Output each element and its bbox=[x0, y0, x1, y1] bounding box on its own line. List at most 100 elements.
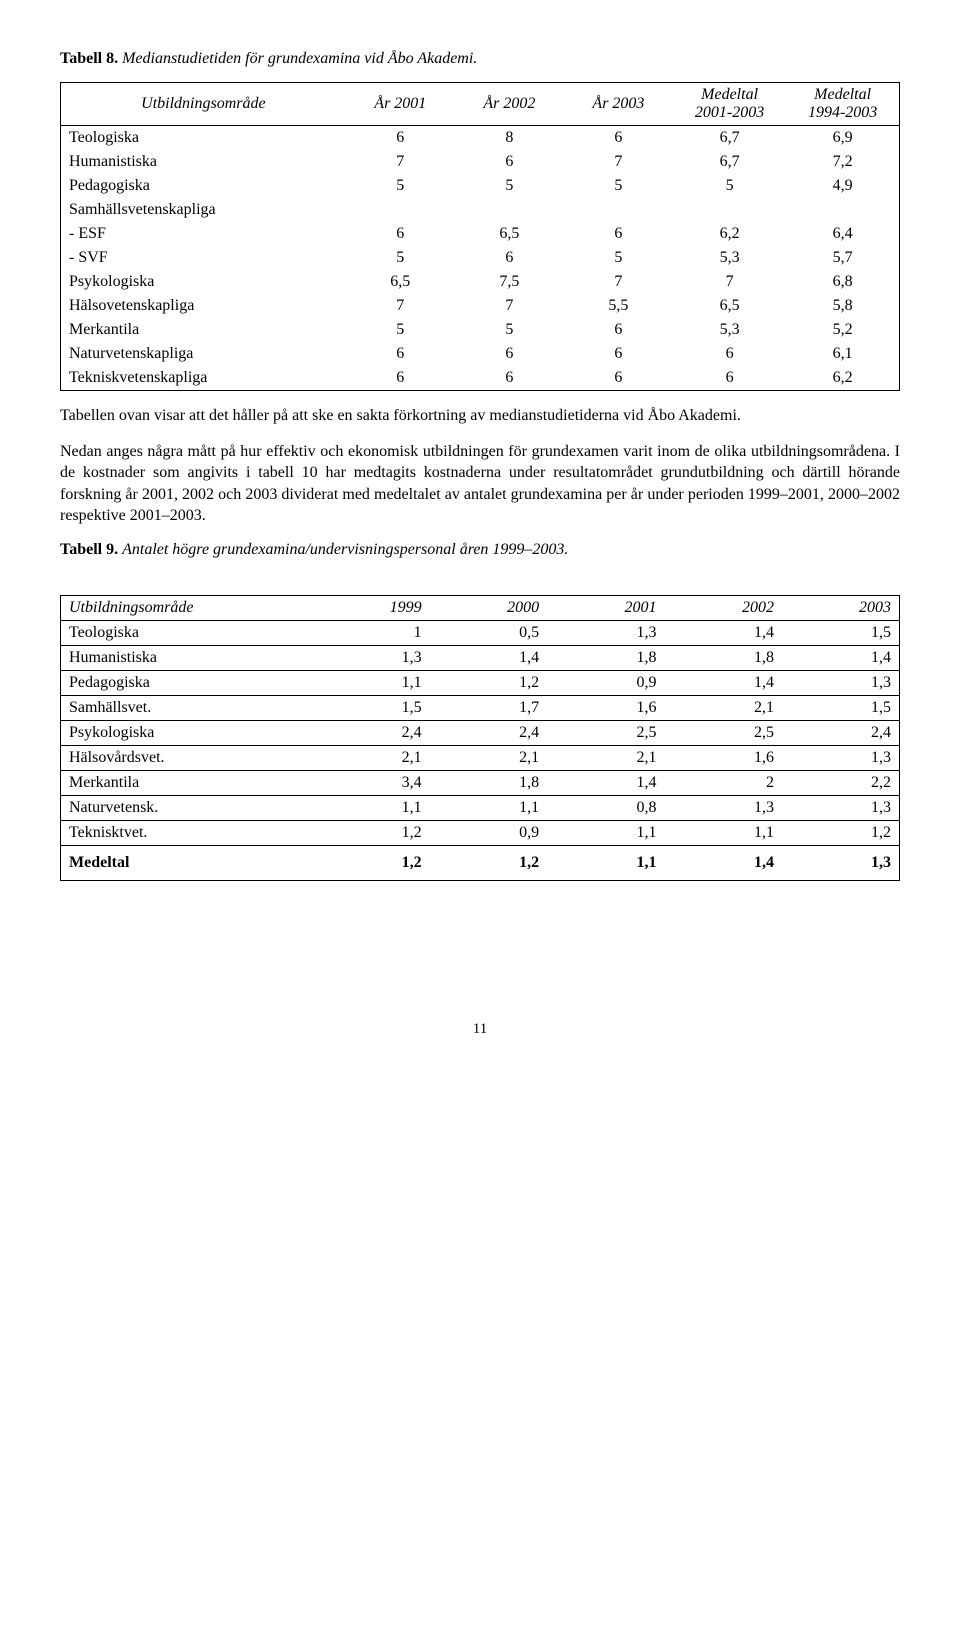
table8-cell: 6 bbox=[455, 150, 564, 174]
table8-cell bbox=[786, 198, 899, 222]
table9-cell: 0,9 bbox=[430, 820, 547, 845]
table9-row-label: Humanistiska bbox=[61, 645, 313, 670]
table8-cell: 4,9 bbox=[786, 174, 899, 198]
table8-cell: 6 bbox=[455, 246, 564, 270]
table9-cell: 1,5 bbox=[312, 695, 429, 720]
table-row: Teologiska6866,76,9 bbox=[61, 126, 900, 151]
table9-cell: 1,1 bbox=[312, 670, 429, 695]
table8-cell: 7 bbox=[346, 150, 455, 174]
table8-row-label: Tekniskvetenskapliga bbox=[61, 366, 346, 391]
table9-cell: 1,6 bbox=[547, 695, 664, 720]
table-row: Psykologiska2,42,42,52,52,4 bbox=[61, 720, 900, 745]
paragraph-2: Nedan anges några mått på hur effektiv o… bbox=[60, 441, 900, 527]
table9-foot-v0: 1,2 bbox=[312, 845, 429, 880]
table9-cell: 1,1 bbox=[665, 820, 782, 845]
table8-cell: 5,2 bbox=[786, 318, 899, 342]
table8-cell: 5 bbox=[455, 318, 564, 342]
table-row: Tekniskvetenskapliga66666,2 bbox=[61, 366, 900, 391]
table9-cell: 2 bbox=[665, 770, 782, 795]
table9-cell: 1,1 bbox=[430, 795, 547, 820]
table9-cell: 1,5 bbox=[782, 620, 900, 645]
table8-cell: 5 bbox=[455, 174, 564, 198]
table8-row-label: Hälsovetenskapliga bbox=[61, 294, 346, 318]
table8-cell bbox=[673, 198, 786, 222]
table8-h3: År 2003 bbox=[564, 83, 673, 126]
table8-cell: 6 bbox=[564, 222, 673, 246]
table8-cell: 5,8 bbox=[786, 294, 899, 318]
table9-cell: 2,1 bbox=[430, 745, 547, 770]
table8-h5: Medeltal 1994-2003 bbox=[786, 83, 899, 126]
table9-cell: 1,4 bbox=[665, 670, 782, 695]
table8-cell: 6 bbox=[564, 342, 673, 366]
table8-row-label: Psykologiska bbox=[61, 270, 346, 294]
table9-caption: Tabell 9. Antalet högre grundexamina/und… bbox=[60, 541, 900, 559]
table-row: Hälsovårdsvet.2,12,12,11,61,3 bbox=[61, 745, 900, 770]
table9-cell: 2,4 bbox=[430, 720, 547, 745]
table8-cell: 5,7 bbox=[786, 246, 899, 270]
table-row: Merkantila3,41,81,422,2 bbox=[61, 770, 900, 795]
table9-cell: 1,8 bbox=[665, 645, 782, 670]
table9-row-label: Merkantila bbox=[61, 770, 313, 795]
table9-cell: 2,4 bbox=[782, 720, 900, 745]
table-row: - SVF5655,35,7 bbox=[61, 246, 900, 270]
table9-cell: 2,4 bbox=[312, 720, 429, 745]
table8-cell: 6,4 bbox=[786, 222, 899, 246]
table8-cell: 7 bbox=[455, 294, 564, 318]
table9-cell: 2,1 bbox=[312, 745, 429, 770]
table-row: Hälsovetenskapliga775,56,55,8 bbox=[61, 294, 900, 318]
table-row: Naturvetensk.1,11,10,81,31,3 bbox=[61, 795, 900, 820]
table9-h1: 1999 bbox=[312, 595, 429, 620]
table9-cell: 1,4 bbox=[547, 770, 664, 795]
table9-cell: 0,9 bbox=[547, 670, 664, 695]
table9-cell: 1,4 bbox=[782, 645, 900, 670]
table8-row-label: - SVF bbox=[61, 246, 346, 270]
table9-cell: 1,2 bbox=[782, 820, 900, 845]
table8-cell: 6 bbox=[346, 366, 455, 391]
table8-cell: 6 bbox=[346, 342, 455, 366]
table8-cell: 5 bbox=[346, 318, 455, 342]
table8-cell: 6,5 bbox=[346, 270, 455, 294]
table9-foot-v2: 1,1 bbox=[547, 845, 664, 880]
table8-cell: 5 bbox=[346, 174, 455, 198]
table8-cell: 6,1 bbox=[786, 342, 899, 366]
table-row: Pedagogiska1,11,20,91,41,3 bbox=[61, 670, 900, 695]
table8-cell: 6,5 bbox=[673, 294, 786, 318]
table8-row-label: Humanistiska bbox=[61, 150, 346, 174]
table-row: Psykologiska6,57,5776,8 bbox=[61, 270, 900, 294]
table-row: Teknisktvet.1,20,91,11,11,2 bbox=[61, 820, 900, 845]
table9-row-label: Pedagogiska bbox=[61, 670, 313, 695]
table9-foot-label: Medeltal bbox=[61, 845, 313, 880]
table8-cell: 6,2 bbox=[786, 366, 899, 391]
table9-cell: 1,4 bbox=[665, 620, 782, 645]
table8-row-label: Teologiska bbox=[61, 126, 346, 151]
table-row: Samhällsvet.1,51,71,62,11,5 bbox=[61, 695, 900, 720]
table8-cell: 6,8 bbox=[786, 270, 899, 294]
table8-h0: Utbildningsområde bbox=[61, 83, 346, 126]
table9-cell: 1,3 bbox=[782, 745, 900, 770]
table8-cell: 6 bbox=[455, 366, 564, 391]
table8-cell: 6 bbox=[564, 366, 673, 391]
table8-cell: 7 bbox=[673, 270, 786, 294]
table8-cell: 5 bbox=[564, 174, 673, 198]
table8-cell: 5 bbox=[673, 174, 786, 198]
table9-cell: 1,3 bbox=[782, 795, 900, 820]
table9-row-label: Psykologiska bbox=[61, 720, 313, 745]
table9-cell: 1,7 bbox=[430, 695, 547, 720]
table-row: - ESF66,566,26,4 bbox=[61, 222, 900, 246]
table9-cell: 1,8 bbox=[430, 770, 547, 795]
table8-cell: 7 bbox=[346, 294, 455, 318]
table8-cell: 6,7 bbox=[673, 150, 786, 174]
table8-cell: 5 bbox=[346, 246, 455, 270]
table9-cell: 1,2 bbox=[312, 820, 429, 845]
table8-row-label: Naturvetenskapliga bbox=[61, 342, 346, 366]
table8-cell: 6,7 bbox=[673, 126, 786, 151]
table8-cell: 7,2 bbox=[786, 150, 899, 174]
table9-cell: 1,3 bbox=[665, 795, 782, 820]
table9-cell: 1 bbox=[312, 620, 429, 645]
table8-cell: 5,3 bbox=[673, 246, 786, 270]
table9-foot-v1: 1,2 bbox=[430, 845, 547, 880]
table8-row-label: Pedagogiska bbox=[61, 174, 346, 198]
table9-foot-v3: 1,4 bbox=[665, 845, 782, 880]
table9-footer-row: Medeltal 1,2 1,2 1,1 1,4 1,3 bbox=[61, 845, 900, 880]
table9-caption-label: Tabell 9. bbox=[60, 541, 118, 558]
